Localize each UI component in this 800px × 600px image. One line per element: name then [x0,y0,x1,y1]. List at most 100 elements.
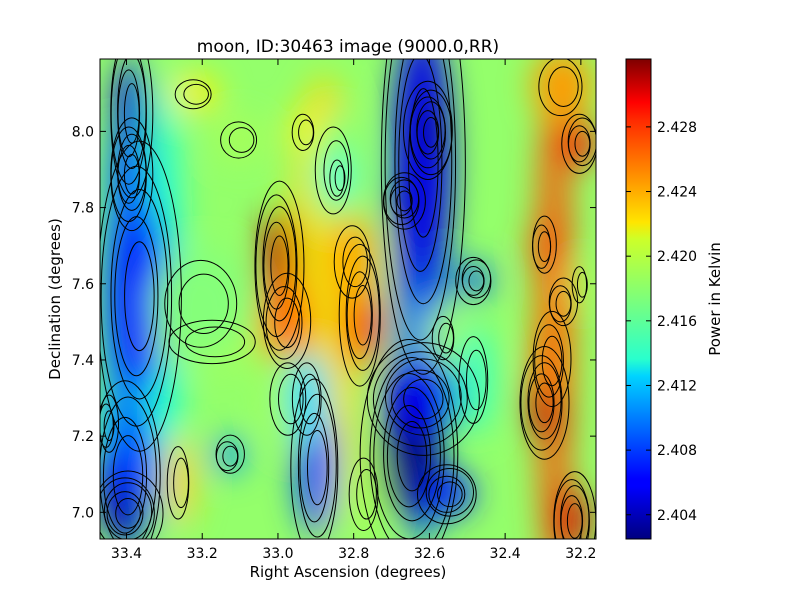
heatmap-feature [100,397,118,453]
contour-line [106,491,144,536]
contour-line [403,378,444,420]
contour-line [356,469,377,520]
heatmap-feature [289,108,320,155]
contour-line [110,188,169,400]
contour-line [102,416,148,534]
contour-line [100,380,161,539]
contour-line [386,405,432,508]
contour-line [428,475,466,513]
contour-line [571,266,588,304]
heatmap-feature [571,260,591,307]
contour-line [535,382,554,424]
heatmap-feature [392,59,452,299]
contour-line [166,446,190,520]
contour-line [548,66,579,107]
contour-line [561,113,596,174]
contour-line [334,165,346,191]
contour-line [391,369,450,429]
colorbar-tick-label: 2.404 [657,508,697,524]
heatmap-feature [460,261,490,299]
heatmap-feature [566,119,596,166]
contour-line [185,326,246,358]
contour-line [541,335,563,387]
contour-line [269,362,307,436]
x-axis: 33.4 33.2 33.0 32.8 32.6 32.4 32.2 [111,59,596,562]
contour-line [520,355,563,451]
contour-line [383,387,441,522]
contour-line [576,271,588,298]
contour-line [384,59,457,341]
contour-line [103,482,153,539]
contour-line [338,243,381,387]
heatmap-feature [345,447,385,539]
contour-line [408,88,439,238]
y-tick-label: 8.0 [72,124,94,140]
x-axis-label: Right Ascension (degrees) [250,563,447,581]
colorbar-tick-label: 2.424 [657,185,697,201]
contour-line [215,434,245,474]
contour-line [291,362,322,436]
heatmap-area [100,59,596,539]
contour-line [183,83,209,105]
y-tick-label: 7.0 [72,505,94,521]
contour-line [528,373,555,433]
contour-line [353,285,372,346]
contour-line [345,255,380,371]
contour-line [168,319,256,365]
contour-line [532,215,557,274]
heatmap-feature [215,116,265,162]
contour-line [124,241,155,352]
contour-line [532,310,572,408]
colorbar: 2.404 2.408 2.412 2.416 2.420 2.424 2.428 Powe… [625,58,724,540]
colorbar-tick-label: 2.408 [657,443,697,459]
x-tick-label: 32.2 [565,546,596,562]
heatmap-feature [153,247,252,358]
contour-line [100,477,155,539]
contour-line [100,394,120,453]
heatmap-feature [455,324,495,434]
contour-line [174,79,212,110]
heatmap-feature [530,218,556,274]
y-axis: 7.0 7.2 7.4 7.6 7.8 8.0 [72,124,596,521]
contour-line [416,464,477,525]
contour-line [323,140,350,201]
contour-line [278,373,304,425]
contour-line [431,315,455,361]
heatmap-feature [558,487,589,539]
contour-line [398,59,443,272]
contour-line [290,378,339,539]
contour-lines [100,59,596,539]
heatmap-feature [164,436,195,528]
heatmap-feature [213,436,244,474]
contour-line [100,403,114,448]
contour-line [425,467,474,517]
contour-line [115,497,141,529]
colorbar-ticks: 2.404 2.408 2.412 2.416 2.420 2.424 2.428 [626,120,697,524]
contour-line [110,117,154,232]
heatmap-feature [532,59,592,123]
contour-line [299,412,330,523]
y-tick-label: 7.2 [72,429,94,445]
contour-line [342,236,368,288]
contour-line [369,357,455,539]
contour-line [103,410,115,442]
y-tick-label: 7.6 [72,277,94,293]
colorbar-gradient [626,59,651,539]
contour-line [100,470,164,539]
contour-line [372,351,468,447]
contour-line [455,256,492,306]
contour-line [534,324,564,398]
contour-line [262,206,297,322]
contour-line [346,271,373,360]
colorbar-tick-label: 2.416 [657,314,697,330]
x-tick-label: 32.8 [338,546,369,562]
contour-line [265,286,303,360]
plot-frame [99,58,597,540]
contour-line [382,172,426,230]
contour-line [228,127,255,153]
x-tick-label: 32.4 [490,546,521,562]
contour-line [164,259,238,348]
contour-line [299,373,321,425]
contour-line [254,180,305,351]
